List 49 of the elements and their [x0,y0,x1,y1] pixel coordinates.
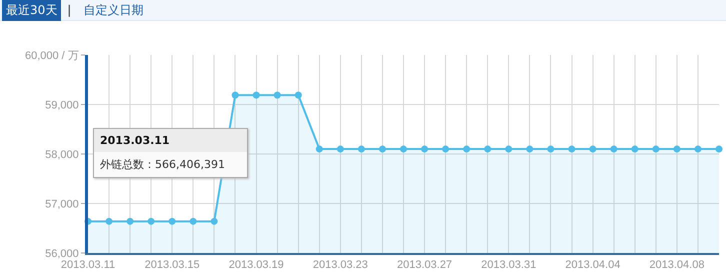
point [673,146,680,153]
point [484,146,492,153]
point [421,146,428,153]
point [294,92,302,99]
range-tab[interactable]: 自定义日期 [79,0,148,20]
point [568,146,576,153]
point [106,218,113,225]
point [358,146,365,153]
x-tick-label: 2013.03.23 [312,259,368,272]
x-tick-label: 2013.03.15 [144,259,200,272]
point [631,146,638,153]
range-tab[interactable]: 最近30天 [2,0,62,20]
point [252,92,260,99]
x-tick-label: 2013.03.31 [481,259,536,272]
point [148,218,155,225]
y-tick-label: 59,000 [45,99,79,112]
point [378,146,386,153]
point [168,218,176,225]
x-tick-label: 2013.03.27 [397,259,452,272]
tooltip-box: 2013.03.11 外链总数：566,406,391 [93,128,248,178]
point [400,146,407,153]
point [547,146,554,153]
point [232,92,239,99]
point [652,146,660,153]
y-tick-label: 56,000 [45,248,79,260]
point [505,146,512,153]
point [274,92,281,99]
x-tick-label: 2013.03.11 [60,259,116,272]
y-tick-label: 57,000 [45,198,79,210]
annotation: 2013.03.11 [94,129,247,152]
y-tick-label: 58,000 [45,148,79,161]
point [526,146,534,153]
point [316,146,323,153]
point [589,146,596,153]
text: | [67,3,72,17]
x-tick-label: 2013.04.08 [649,259,704,272]
y-tick-label: 60,000 / 万 [24,50,79,62]
point [210,218,218,225]
point [126,218,134,225]
point [336,146,344,153]
point [694,146,702,153]
point [463,146,470,153]
point [442,146,450,153]
x-tick-label: 2013.04.04 [565,259,620,272]
point [610,146,618,153]
point [716,146,722,153]
annotation: 外链总数：566,406,391 [99,157,226,173]
x-tick-label: 2013.03.19 [228,259,284,272]
point [190,218,197,225]
